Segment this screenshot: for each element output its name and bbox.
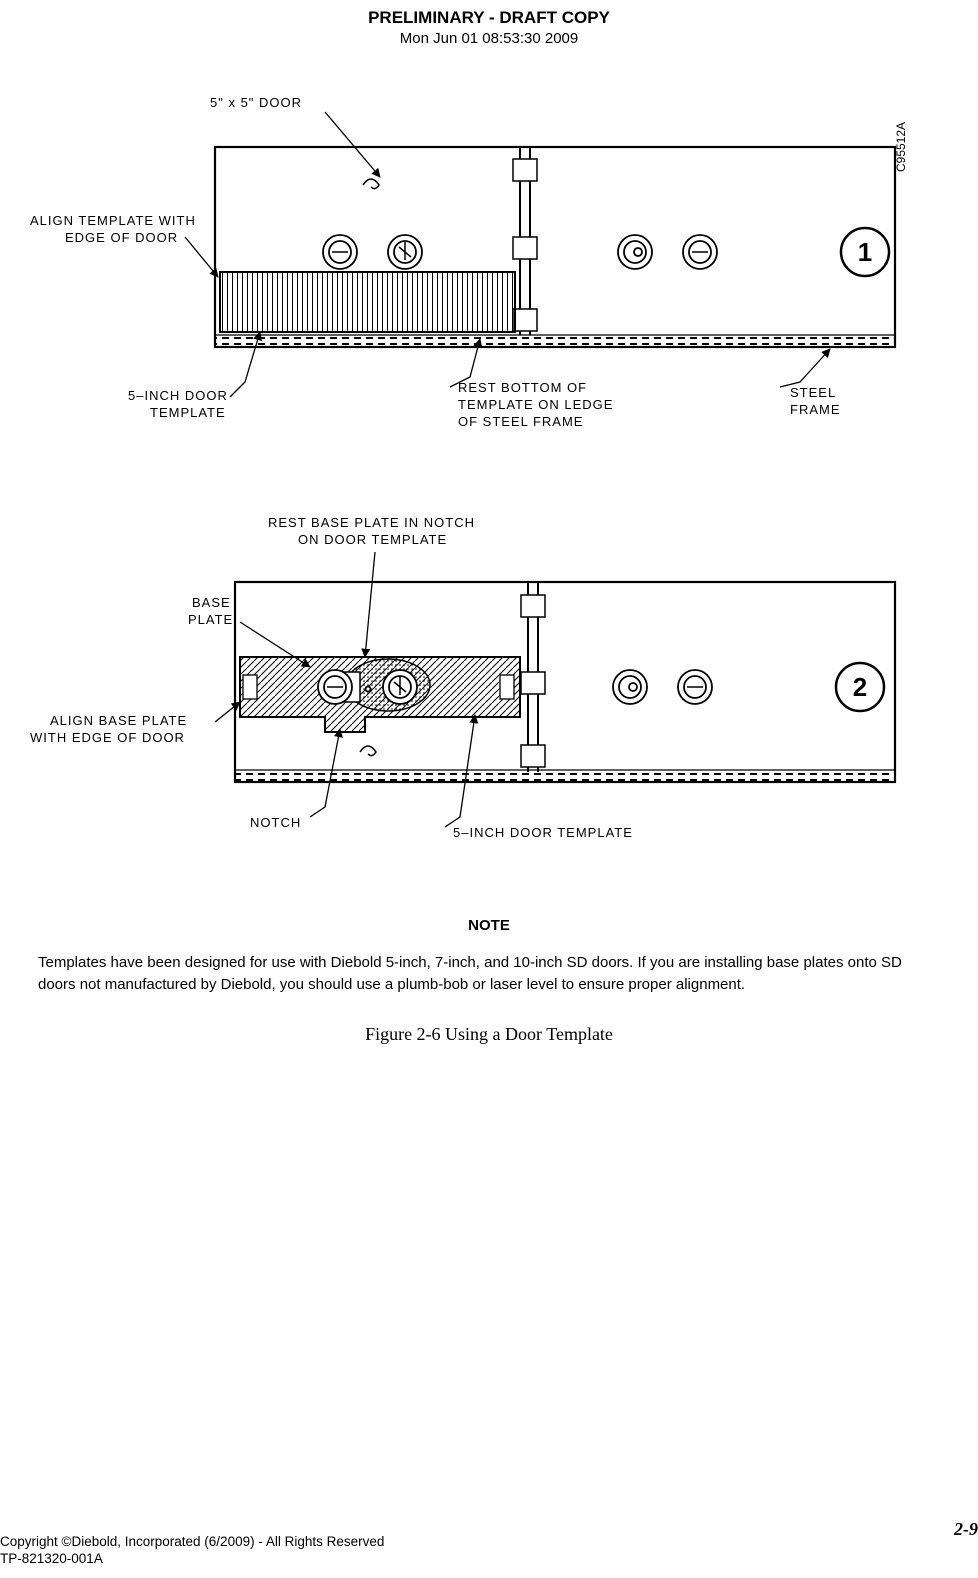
label-5in-template-l1: 5–INCH DOOR xyxy=(128,388,228,403)
label-5in-template-l2: TEMPLATE xyxy=(150,405,226,420)
header-date: Mon Jun 01 08:53:30 2009 xyxy=(30,30,948,47)
label-notch: NOTCH xyxy=(250,815,301,830)
page-footer: 2-9 Copyright ©Diebold, Incorporated (6/… xyxy=(0,1533,978,1568)
copyright-line-2: TP-821320-001A xyxy=(0,1550,948,1568)
diagram-1: 1 C95512A 5" x 5" DOOR ALIGN TEMPLATE WI… xyxy=(30,77,948,447)
page-number: 2-9 xyxy=(954,1519,978,1540)
note-text: Templates have been designed for use wit… xyxy=(38,952,940,996)
label-rest-bottom-l2: TEMPLATE ON LEDGE xyxy=(458,397,613,412)
label-align-template-l1: ALIGN TEMPLATE WITH xyxy=(30,213,196,228)
label-steel-frame-l2: FRAME xyxy=(790,402,841,417)
label-base-plate-l2: PLATE xyxy=(188,612,233,627)
label-steel-frame-l1: STEEL xyxy=(790,385,836,400)
page: PRELIMINARY - DRAFT COPY Mon Jun 01 08:5… xyxy=(0,0,978,1578)
header-title: PRELIMINARY - DRAFT COPY xyxy=(30,8,948,28)
label-5in-template-2: 5–INCH DOOR TEMPLATE xyxy=(453,825,633,840)
label-5x5-door: 5" x 5" DOOR xyxy=(210,95,302,110)
label-align-base-l1: ALIGN BASE PLATE xyxy=(50,713,187,728)
diagram-2: 2 REST BASE PLATE IN NOTCH ON DOOR TEMPL… xyxy=(30,507,948,897)
figure-area: 1 C95512A 5" x 5" DOOR ALIGN TEMPLATE WI… xyxy=(30,77,948,907)
label-base-plate-l1: BASE xyxy=(192,595,231,610)
label-align-template-l2: EDGE OF DOOR xyxy=(65,230,178,245)
label-rest-bottom-l1: REST BOTTOM OF xyxy=(458,380,587,395)
copyright-line-1: Copyright ©Diebold, Incorporated (6/2009… xyxy=(0,1533,948,1551)
label-rest-bottom-l3: OF STEEL FRAME xyxy=(458,414,583,429)
label-align-base-l2: WITH EDGE OF DOOR xyxy=(30,730,185,745)
note-label: NOTE xyxy=(30,917,948,934)
label-rest-base-l2: ON DOOR TEMPLATE xyxy=(298,532,447,547)
step-number-1: 1 xyxy=(858,237,872,267)
page-header: PRELIMINARY - DRAFT COPY Mon Jun 01 08:5… xyxy=(30,8,948,47)
figure-caption: Figure 2-6 Using a Door Template xyxy=(30,1024,948,1045)
label-rest-base-l1: REST BASE PLATE IN NOTCH xyxy=(268,515,475,530)
step-number-2: 2 xyxy=(853,672,867,702)
part-code: C95512A xyxy=(894,122,908,172)
